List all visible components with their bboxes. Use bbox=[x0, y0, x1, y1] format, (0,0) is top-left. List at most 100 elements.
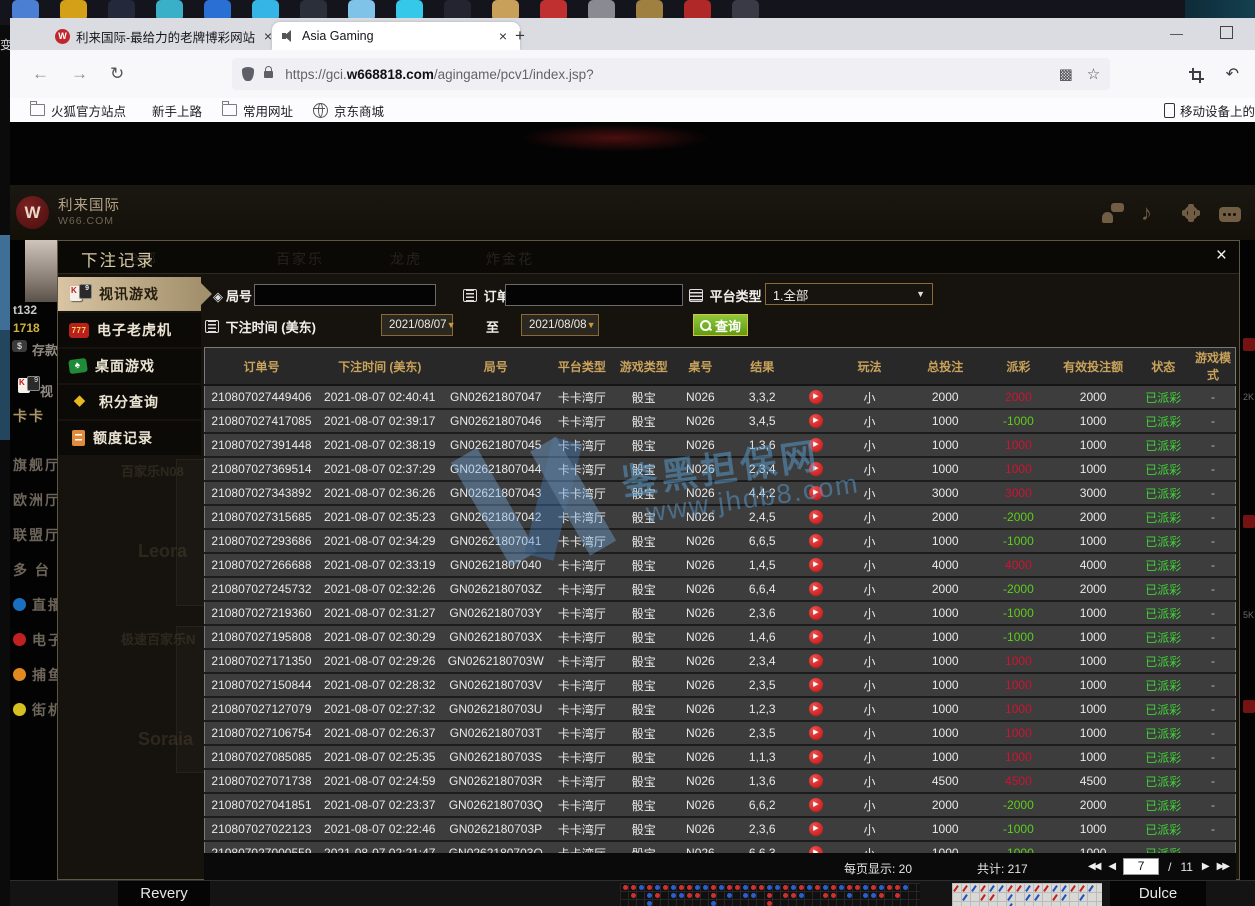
play-video-icon[interactable]: ▶ bbox=[808, 510, 823, 525]
sidebar-item-quota[interactable]: 额度记录 bbox=[58, 421, 201, 455]
app-character2-icon[interactable] bbox=[588, 0, 615, 21]
qr-scan-icon[interactable]: ▩ bbox=[1058, 66, 1073, 83]
play-video-icon[interactable]: ▶ bbox=[808, 486, 823, 501]
app-briefcase-icon[interactable] bbox=[348, 0, 375, 21]
screenshot-crop-icon[interactable] bbox=[1188, 67, 1204, 83]
play-video-icon[interactable]: ▶ bbox=[808, 534, 823, 549]
app-dark4-icon[interactable] bbox=[732, 0, 759, 21]
play-video-icon[interactable]: ▶ bbox=[808, 678, 823, 693]
app-pubg-icon[interactable] bbox=[60, 0, 87, 21]
customer-service-icon[interactable] bbox=[1102, 202, 1124, 224]
chat-icon[interactable] bbox=[1219, 206, 1241, 222]
prev-page-button[interactable]: ◀ bbox=[1108, 861, 1116, 872]
app-v-icon[interactable] bbox=[396, 0, 423, 21]
play-video-icon[interactable]: ▶ bbox=[808, 726, 823, 741]
app-shark-icon[interactable] bbox=[252, 0, 279, 21]
site-logo[interactable]: W bbox=[16, 196, 49, 229]
app-dark2-icon[interactable] bbox=[300, 0, 327, 21]
cell: 卡卡湾厅 bbox=[549, 817, 614, 842]
lobby-nav-item[interactable]: 旗舰厅 bbox=[13, 455, 61, 475]
total-count-label: 共计: 217 bbox=[977, 862, 1028, 876]
lock-icon[interactable] bbox=[264, 65, 274, 78]
sidebar-item-points[interactable]: 积分查询 bbox=[58, 385, 201, 419]
cell-play: 小 bbox=[834, 529, 905, 554]
date-from-select[interactable]: 2021/08/07 ▼ bbox=[381, 314, 455, 336]
play-video-icon[interactable]: ▶ bbox=[808, 822, 823, 837]
betting-records-modal: 下注记录 全部 百家乐 龙虎 炸金花 × 视讯游戏电子老虎机桌面游戏积分查询额度… bbox=[57, 240, 1240, 906]
tab-lilai[interactable]: W 利来国际-最给力的老牌博彩网站 × bbox=[45, 22, 285, 50]
bookmark-item[interactable]: 新手上路 bbox=[146, 101, 202, 120]
game-tile-dulce[interactable]: Dulce bbox=[1110, 881, 1206, 906]
sidebar-item-slots[interactable]: 电子老虎机 bbox=[58, 313, 201, 347]
play-video-icon[interactable]: ▶ bbox=[808, 774, 823, 789]
reload-icon[interactable]: ↻ bbox=[110, 64, 125, 83]
settings-gear-icon[interactable] bbox=[1180, 202, 1202, 224]
first-page-button[interactable]: ◀◀ bbox=[1088, 861, 1101, 872]
sidebar-item-label: 视讯游戏 bbox=[99, 286, 159, 302]
app-blue-circle-icon[interactable] bbox=[12, 0, 39, 21]
cell: ▶ bbox=[797, 553, 835, 578]
lobby-nav-item[interactable]: 欧洲厅 bbox=[13, 490, 61, 510]
bookmark-item[interactable]: 火狐官方站点 bbox=[30, 101, 126, 120]
page-number-input[interactable]: 7 bbox=[1123, 858, 1160, 875]
play-video-icon[interactable]: ▶ bbox=[808, 750, 823, 765]
last-page-button[interactable]: ▶▶ bbox=[1216, 861, 1230, 872]
undo-icon[interactable]: ↶ bbox=[1225, 66, 1239, 83]
bookmark-item[interactable]: 常用网址 bbox=[222, 101, 293, 120]
tab-close-icon[interactable]: × bbox=[498, 28, 507, 44]
deposit-link[interactable]: $ 存款 bbox=[12, 340, 58, 359]
bookmark-mobile[interactable]: 移动设备上的 bbox=[1163, 101, 1255, 120]
lobby-nav-item[interactable]: 联盟厅 bbox=[13, 525, 61, 545]
speaker-icon[interactable] bbox=[282, 30, 296, 42]
lobby-nav-kaka[interactable]: 卡卡 bbox=[13, 408, 45, 424]
bookmark-item[interactable]: 京东商城 bbox=[313, 101, 384, 120]
app-red-icon[interactable] bbox=[684, 0, 711, 21]
cell: ▶ bbox=[797, 457, 835, 482]
new-tab-button[interactable]: + bbox=[515, 26, 525, 45]
music-icon[interactable]: ♪ bbox=[1141, 199, 1152, 225]
app-dark3-icon[interactable] bbox=[444, 0, 471, 21]
platform-type-select[interactable]: 1.全部 ▼ bbox=[765, 283, 933, 305]
app-character-icon[interactable] bbox=[492, 0, 519, 21]
play-video-icon[interactable]: ▶ bbox=[808, 438, 823, 453]
game-tile-revery[interactable]: Revery bbox=[118, 881, 210, 906]
cell-valid-bet: 1000 bbox=[1050, 721, 1136, 746]
app-square-icon[interactable] bbox=[204, 0, 231, 21]
app-flame-icon[interactable] bbox=[540, 0, 567, 21]
play-video-icon[interactable]: ▶ bbox=[808, 630, 823, 645]
cell: GN0262180703Y bbox=[441, 601, 550, 626]
date-to-select[interactable]: 2021/08/08 ▼ bbox=[521, 314, 599, 336]
lobby-nav-item[interactable]: 多 台 bbox=[13, 560, 51, 580]
back-icon[interactable]: ← bbox=[32, 64, 49, 83]
window-minimize-button[interactable]: — bbox=[1170, 26, 1183, 41]
play-video-icon[interactable]: ▶ bbox=[808, 558, 823, 573]
app-dark-icon[interactable] bbox=[108, 0, 135, 21]
play-video-icon[interactable]: ▶ bbox=[808, 414, 823, 429]
sidebar-item-tablegame[interactable]: 桌面游戏 bbox=[58, 349, 201, 383]
tab-close-icon[interactable]: × bbox=[263, 28, 272, 44]
url-bar[interactable]: https://gci. w668818.com/agingame/pcv1/in… bbox=[232, 58, 1111, 90]
cell-status: 已派彩 bbox=[1135, 577, 1192, 602]
bookmark-star-icon[interactable]: ☆ bbox=[1086, 66, 1101, 83]
play-video-icon[interactable]: ▶ bbox=[808, 654, 823, 669]
play-video-icon[interactable]: ▶ bbox=[808, 462, 823, 477]
play-video-icon[interactable]: ▶ bbox=[808, 582, 823, 597]
play-video-icon[interactable]: ▶ bbox=[808, 702, 823, 717]
search-button[interactable]: 查询 bbox=[693, 314, 749, 336]
modal-close-button[interactable]: × bbox=[1215, 245, 1227, 266]
window-maximize-button[interactable] bbox=[1220, 26, 1233, 39]
app-gold-icon[interactable] bbox=[636, 0, 663, 21]
play-video-icon[interactable]: ▶ bbox=[808, 390, 823, 405]
play-video-icon[interactable]: ▶ bbox=[808, 606, 823, 621]
next-page-button[interactable]: ▶ bbox=[1201, 861, 1210, 872]
round-no-input[interactable] bbox=[254, 284, 436, 306]
username: t132 bbox=[13, 303, 38, 317]
sidebar-item-cards[interactable]: 视讯游戏 bbox=[58, 277, 212, 311]
play-video-icon[interactable]: ▶ bbox=[808, 798, 823, 813]
forward-icon[interactable]: → bbox=[71, 64, 88, 83]
order-no-input[interactable] bbox=[505, 284, 683, 306]
browser-tab-bar: W 利来国际-最给力的老牌博彩网站 × Asia Gaming × + — bbox=[10, 18, 1255, 50]
app-robot-icon[interactable] bbox=[156, 0, 183, 21]
shield-icon[interactable] bbox=[242, 67, 255, 81]
tab-asia-gaming[interactable]: Asia Gaming × bbox=[272, 22, 520, 50]
